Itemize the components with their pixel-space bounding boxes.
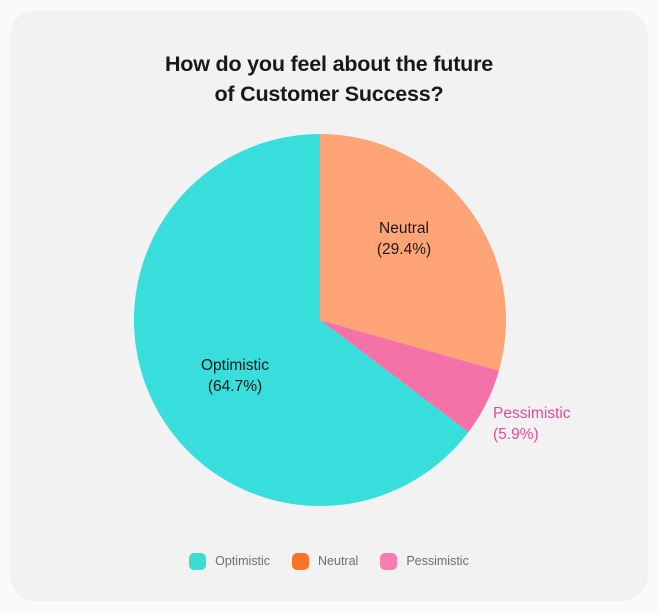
legend-label-pessimistic: Pessimistic (406, 554, 469, 568)
pie-slices-group (133, 134, 507, 507)
legend-swatch-optimistic (189, 553, 207, 570)
slice-label-neutral-name: Neutral (379, 220, 429, 237)
legend-item-pessimistic[interactable]: Pessimistic (380, 553, 469, 570)
title-line-1: How do you feel about the future (164, 52, 494, 76)
pie-chart-svg (133, 134, 507, 507)
title-line-2: of Customer Success? (214, 82, 444, 106)
page-title: How do you feel about the future of Cust… (10, 49, 648, 109)
slice-label-pessimistic-name: Pessimistic (493, 405, 571, 422)
slice-label-optimistic-value: (64.7%) (207, 378, 263, 395)
pie-slice-optimistic[interactable] (133, 134, 469, 507)
legend-label-optimistic: Optimistic (215, 554, 271, 568)
legend-swatch-pessimistic (380, 553, 398, 570)
slice-label-neutral-value: (29.4%) (376, 241, 432, 258)
pie-slice-neutral[interactable] (320, 134, 507, 371)
slice-label-pessimistic-value: (5.9%) (493, 426, 539, 443)
chart-card: How do you feel about the future of Cust… (10, 10, 648, 601)
slice-label-optimistic: Optimistic (64.7%) (155, 355, 315, 397)
chart-legend: Optimistic Neutral Pessimistic (10, 553, 648, 570)
legend-swatch-neutral (292, 553, 310, 570)
slice-label-optimistic-name: Optimistic (200, 357, 270, 374)
slice-label-pessimistic: Pessimistic (5.9%) (493, 403, 658, 445)
pie-slice-pessimistic[interactable] (320, 320, 499, 433)
legend-label-neutral: Neutral (318, 554, 359, 568)
slice-label-neutral: Neutral (29.4%) (324, 218, 484, 260)
pie-chart: Optimistic (64.7%) Neutral (29.4%) Pessi… (10, 10, 648, 601)
legend-item-neutral[interactable]: Neutral (292, 553, 358, 570)
legend-item-optimistic[interactable]: Optimistic (189, 553, 270, 570)
